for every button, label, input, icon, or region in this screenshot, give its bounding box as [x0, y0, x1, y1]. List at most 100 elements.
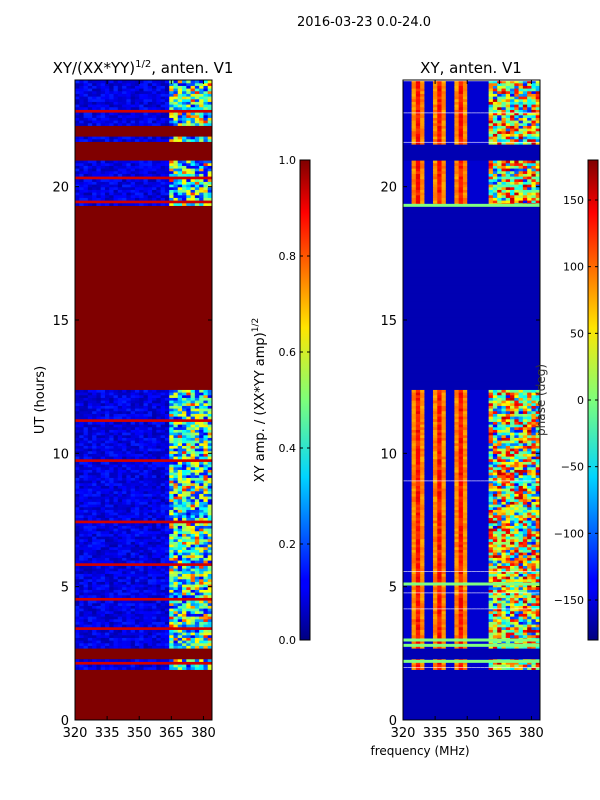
amplitude-cell: [109, 410, 115, 414]
amplitude-cell: [130, 389, 136, 393]
phase-cell: [471, 626, 477, 630]
amplitude-cell: [126, 453, 132, 457]
amplitude-cell: [117, 410, 123, 414]
amplitude-cell: [147, 629, 153, 633]
amplitude-cell: [130, 528, 136, 532]
phase-cell: [458, 664, 464, 668]
amplitude-cell: [83, 448, 89, 452]
amplitude-cell: [177, 573, 183, 577]
amplitude-cell: [160, 501, 166, 505]
amplitude-cell: [100, 493, 106, 497]
amplitude-cell: [177, 104, 183, 108]
amplitude-cell: [143, 90, 149, 94]
amplitude-cell: [203, 629, 209, 633]
amplitude-cell: [75, 280, 212, 284]
amplitude-cell: [126, 522, 132, 526]
amplitude-cell: [156, 165, 162, 169]
amplitude-cell: [96, 88, 102, 92]
amplitude-cell: [96, 453, 102, 457]
amplitude-cell: [109, 642, 115, 646]
amplitude-cell: [199, 410, 205, 414]
amplitude-cell: [122, 482, 127, 486]
amplitude-cell: [156, 408, 162, 412]
amplitude-cell: [83, 82, 89, 86]
amplitude-cell: [160, 466, 166, 470]
amplitude-cell: [190, 450, 196, 454]
amplitude-cell: [83, 525, 89, 529]
phase-cell: [531, 664, 537, 668]
amplitude-cell: [186, 170, 192, 174]
amplitude-cell: [190, 194, 196, 198]
amplitude-cell: [199, 661, 205, 665]
amplitude-cell: [79, 493, 85, 497]
amplitude-cell: [147, 533, 153, 537]
amplitude-cell: [126, 189, 132, 193]
amplitude-cell: [186, 658, 192, 662]
amplitude-cell: [190, 474, 196, 478]
amplitude-cell: [113, 600, 119, 604]
amplitude-cell: [79, 117, 85, 121]
amplitude-cell: [207, 88, 212, 92]
amplitude-cell: [186, 490, 192, 494]
amplitude-cell: [147, 525, 153, 529]
amplitude-cell: [190, 616, 196, 620]
amplitude-cell: [134, 488, 140, 492]
amplitude-cell: [96, 626, 102, 630]
amplitude-cell: [164, 608, 170, 612]
amplitude-cell: [186, 474, 192, 478]
amplitude-cell: [156, 472, 162, 476]
amplitude-cell: [173, 554, 179, 558]
amplitude-cell: [113, 429, 119, 433]
amplitude-cell: [75, 421, 80, 425]
amplitude-cell: [96, 122, 102, 126]
amplitude-cell: [126, 658, 132, 662]
amplitude-cell: [134, 581, 140, 585]
amplitude-cell: [164, 448, 170, 452]
amplitude-cell: [160, 400, 166, 404]
amplitude-cell: [190, 568, 196, 572]
phase-cell: [432, 664, 438, 668]
amplitude-cell: [152, 448, 157, 452]
phase-cell: [424, 626, 430, 630]
amplitude-cell: [160, 461, 166, 465]
amplitude-cell: [79, 176, 85, 180]
amplitude-cell: [152, 437, 157, 441]
amplitude-cell: [109, 450, 115, 454]
amplitude-cell: [152, 106, 157, 110]
amplitude-cell: [143, 426, 149, 430]
amplitude-cell: [130, 584, 136, 588]
amplitude-cell: [190, 394, 196, 398]
amplitude-cell: [134, 504, 140, 508]
phase-cell: [497, 640, 503, 644]
amplitude-cell: [79, 122, 85, 126]
amplitude-cell: [186, 530, 192, 534]
amplitude-cell: [143, 498, 149, 502]
amplitude-cell: [92, 576, 98, 580]
amplitude-cell: [164, 602, 170, 606]
amplitude-cell: [152, 565, 157, 569]
amplitude-cell: [173, 178, 179, 182]
amplitude-cell: [79, 98, 85, 102]
amplitude-cell: [152, 589, 157, 593]
amplitude-cell: [186, 493, 192, 497]
amplitude-cell: [126, 480, 132, 484]
amplitude-cell: [92, 192, 98, 196]
amplitude-cell: [126, 557, 132, 561]
amplitude-cell: [173, 520, 179, 524]
amplitude-cell: [173, 544, 179, 548]
amplitude-cell: [130, 197, 136, 201]
amplitude-cell: [122, 634, 127, 638]
amplitude-cell: [83, 666, 89, 670]
amplitude-cell: [182, 581, 187, 585]
amplitude-cell: [109, 80, 115, 84]
amplitude-cell: [186, 618, 192, 622]
amplitude-cell: [139, 632, 145, 636]
amplitude-cell: [104, 421, 110, 425]
amplitude-cell: [194, 138, 200, 142]
amplitude-cell: [164, 605, 170, 609]
amplitude-cell: [182, 632, 187, 636]
amplitude-cell: [126, 512, 132, 516]
amplitude-cell: [199, 525, 205, 529]
phase-cell: [488, 661, 494, 665]
amplitude-cell: [126, 178, 132, 182]
